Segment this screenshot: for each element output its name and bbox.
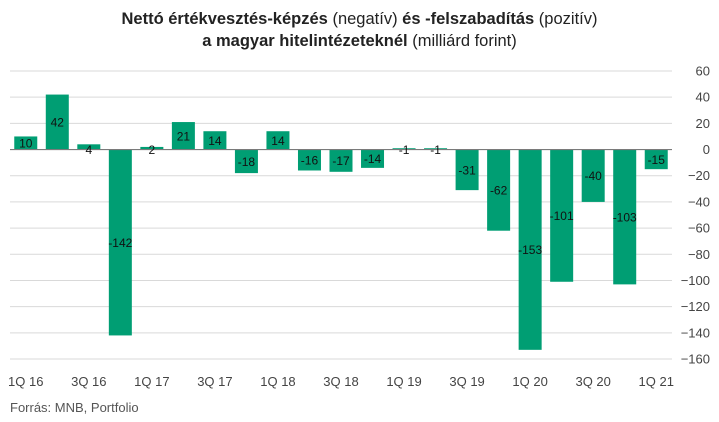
data-label: 2 (149, 143, 156, 157)
bar (297, 149, 321, 171)
data-label: 4 (85, 143, 92, 157)
x-tick-label: 3Q 16 (71, 374, 106, 389)
bar (14, 136, 38, 150)
data-label: -62 (490, 184, 508, 198)
bar (581, 149, 605, 202)
source-note: Forrás: MNB, Portfolio (10, 400, 139, 415)
bar (518, 149, 542, 350)
bar (77, 144, 101, 150)
y-tick-label: 20 (696, 116, 710, 131)
title-light-part-3: (milliárd forint) (407, 32, 517, 50)
bar (487, 149, 511, 231)
data-label: -31 (458, 163, 476, 177)
bar (171, 122, 195, 150)
bars (14, 94, 668, 350)
data-labels: 10 42 4 -142 2 21 14 -18 14 -16 -17 -14 -1 -1 -31 -62 -1… (19, 116, 665, 258)
title-bold-part-2: és -felszabadítás (402, 10, 535, 28)
data-label: -14 (364, 152, 382, 166)
data-label: -153 (518, 243, 542, 257)
y-tick-label: −160 (681, 352, 710, 367)
data-label: -142 (108, 236, 132, 250)
x-axis-ticks: 1Q 16 3Q 16 1Q 17 3Q 17 1Q 18 3Q 18 1Q 19 3Q 19… (8, 374, 674, 389)
bar (392, 148, 416, 150)
chart-title: Nettó értékvesztés-képzés (negatív) és -… (0, 8, 719, 52)
x-tick-label: 1Q 18 (260, 374, 295, 389)
data-label: -17 (332, 154, 350, 168)
y-axis-ticks: 60 40 20 0 −20 −40 −60 −80 −100 −120 −140 −160 (681, 64, 710, 367)
bar (613, 149, 637, 285)
x-tick-label: 1Q 17 (134, 374, 169, 389)
data-label: -103 (613, 210, 637, 224)
y-tick-label: −40 (688, 194, 710, 209)
chart-title-line-2: a magyar hitelintézeteknél (milliárd for… (0, 30, 719, 52)
y-tick-label: 60 (696, 64, 710, 79)
bar (140, 146, 164, 150)
x-tick-label: 1Q 16 (8, 374, 43, 389)
y-tick-label: 40 (696, 90, 710, 105)
x-tick-label: 3Q 18 (323, 374, 358, 389)
y-tick-label: −20 (688, 168, 710, 183)
chart-title-line-1: Nettó értékvesztés-képzés (negatív) és -… (0, 8, 719, 30)
data-label: 14 (208, 134, 222, 148)
data-label: -1 (430, 143, 441, 157)
data-label: -1 (399, 143, 410, 157)
x-tick-label: 1Q 19 (386, 374, 421, 389)
title-bold-part-3: a magyar hitelintézeteknél (202, 32, 408, 50)
data-label: -16 (301, 154, 319, 168)
y-tick-label: −100 (681, 273, 710, 288)
data-label: -101 (550, 209, 574, 223)
bar (361, 149, 385, 168)
title-light-part-2: (pozitív) (534, 10, 598, 28)
x-tick-label: 1Q 20 (512, 374, 547, 389)
bar (424, 148, 448, 150)
y-tick-label: 0 (703, 142, 710, 157)
bar (266, 131, 290, 150)
bar (644, 149, 668, 170)
data-label: -40 (585, 169, 603, 183)
bar (108, 149, 132, 336)
x-tick-label: 3Q 20 (575, 374, 610, 389)
y-tick-label: −140 (681, 325, 710, 340)
x-tick-label: 1Q 21 (639, 374, 674, 389)
x-tick-label: 3Q 19 (449, 374, 484, 389)
y-tick-label: −80 (688, 247, 710, 262)
bar (203, 131, 227, 150)
data-label: 14 (271, 134, 285, 148)
data-label: 10 (19, 137, 33, 151)
data-label: 42 (51, 116, 65, 130)
data-label: -15 (648, 153, 666, 167)
y-tick-label: −60 (688, 221, 710, 236)
bar (329, 149, 353, 172)
title-bold-part-1: Nettó értékvesztés-képzés (121, 10, 328, 28)
title-light-part-1: (negatív) (327, 10, 403, 28)
bar (234, 149, 258, 174)
x-tick-label: 3Q 17 (197, 374, 232, 389)
bar (45, 94, 69, 150)
bar (550, 149, 574, 282)
data-label: -18 (238, 155, 256, 169)
data-label: 21 (177, 129, 191, 143)
bar (455, 149, 479, 191)
y-tick-label: −120 (681, 299, 710, 314)
